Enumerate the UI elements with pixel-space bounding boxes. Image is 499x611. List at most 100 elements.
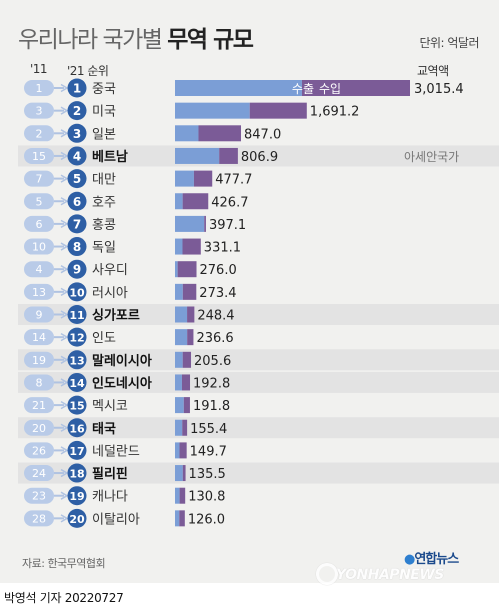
- rank-change-arrow-head: [60, 265, 69, 274]
- import-bar: [219, 147, 238, 164]
- total-value-label: 847.0: [244, 127, 281, 142]
- export-bar: [175, 147, 220, 164]
- rank-2011-badge: [24, 419, 54, 436]
- export-bar: [175, 510, 180, 527]
- total-value-label: 192.8: [193, 376, 230, 391]
- export-bar: [175, 487, 180, 504]
- rank-change-arrow-head: [60, 491, 69, 500]
- export-bar: [175, 397, 184, 414]
- rank-2011-badge: [24, 465, 54, 482]
- rank-2011-label: 19: [32, 354, 46, 367]
- country-label: 인도네시아: [92, 375, 152, 391]
- total-value-label: 135.5: [189, 467, 226, 482]
- rank-change-arrow-head: [60, 151, 69, 161]
- rank-2011-badge: [24, 261, 54, 278]
- import-bar: [179, 487, 186, 504]
- rank-2021-badge: [67, 191, 87, 211]
- rank-2021-label: 9: [73, 263, 81, 277]
- column-header-2021: '21 순위: [67, 64, 109, 78]
- rank-2021-label: 11: [69, 309, 84, 322]
- country-label: 이탈리아: [92, 512, 140, 527]
- country-label: 호주: [92, 195, 116, 210]
- rank-2021-badge: [67, 395, 87, 415]
- country-label: 사우디: [92, 263, 128, 278]
- country-label: 싱가포르: [92, 309, 140, 324]
- rank-2021-badge: [67, 123, 87, 143]
- import-bar: [182, 351, 192, 368]
- rank-2021-badge: [67, 169, 87, 189]
- import-bar: [187, 306, 195, 323]
- rank-2011-badge: [24, 374, 54, 391]
- export-bar: [175, 442, 180, 459]
- total-value-label: 205.6: [194, 354, 231, 369]
- country-label: 홍콩: [92, 218, 116, 233]
- total-value-label: 248.4: [197, 309, 234, 324]
- rank-2021-label: 20: [69, 513, 85, 526]
- export-bar: [175, 374, 182, 391]
- asean-annotation: 아세안국가: [404, 150, 459, 164]
- rank-2011-badge: [24, 147, 54, 164]
- total-value-label: 331.1: [204, 241, 241, 256]
- total-value-label: 273.4: [199, 286, 236, 301]
- total-value-label: 126.0: [188, 512, 225, 527]
- rank-change-arrow-head: [60, 355, 69, 364]
- rank-2021-badge: [67, 259, 87, 279]
- country-label: 태국: [92, 422, 116, 437]
- rank-2021-label: 1: [73, 82, 81, 96]
- rank-2021-badge: [67, 372, 87, 392]
- legend-import-label: 수입: [319, 82, 341, 96]
- rank-2011-badge: [24, 125, 54, 142]
- import-bar: [193, 170, 213, 187]
- unit-label: 단위: 억달러: [419, 36, 479, 50]
- total-value-label: 236.6: [196, 331, 233, 346]
- rank-2011-badge: [24, 80, 54, 96]
- rank-2021-badge: [67, 282, 87, 302]
- rank-2021-label: 8: [73, 240, 81, 254]
- rank-2011-label: 23: [32, 490, 46, 503]
- total-value-label: 155.4: [190, 422, 227, 437]
- rank-change-arrow-head: [60, 287, 69, 296]
- source-note: 자료: 한국무역협회: [22, 557, 106, 570]
- import-bar: [177, 261, 197, 278]
- rank-2011-label: 1: [36, 82, 43, 95]
- total-value-label: 3,015.4: [414, 82, 464, 97]
- chart-title: 우리나라 국가별 무역 규모: [18, 20, 254, 54]
- rank-2021-badge: [67, 463, 87, 483]
- rank-2011-badge: [24, 351, 54, 368]
- total-value-label: 426.7: [211, 195, 248, 210]
- export-bar: [175, 419, 183, 436]
- export-bar: [175, 283, 183, 300]
- import-bar: [187, 329, 194, 346]
- rank-2011-label: 9: [36, 309, 43, 322]
- total-value-label: 477.7: [215, 173, 252, 188]
- import-bar: [249, 102, 307, 119]
- country-label: 베트남: [92, 149, 128, 165]
- rank-2011-label: 28: [32, 512, 46, 525]
- total-value-label: 397.1: [209, 218, 246, 233]
- import-bar: [301, 80, 410, 96]
- rank-2021-label: 6: [73, 195, 81, 209]
- asean-row-highlight: [18, 462, 499, 484]
- rank-change-arrow-head: [60, 514, 69, 523]
- rank-change-arrow-head: [60, 468, 69, 478]
- import-bar: [182, 238, 201, 255]
- rank-2011-label: 3: [36, 105, 43, 118]
- rank-2011-label: 8: [36, 376, 43, 389]
- yonhap-watermark-icon: [316, 563, 338, 585]
- export-bar: [175, 193, 183, 210]
- country-label: 독일: [92, 241, 116, 256]
- import-bar: [204, 215, 206, 232]
- rank-2021-label: 18: [69, 468, 84, 481]
- rank-2021-label: 15: [69, 400, 84, 413]
- rank-change-arrow-head: [60, 400, 69, 410]
- asean-row-highlight: [18, 304, 499, 325]
- yonhap-logo-kr: ●연합뉴스: [404, 552, 459, 567]
- country-label: 네덜란드: [92, 444, 140, 459]
- rank-2021-badge: [67, 146, 87, 166]
- rank-2011-label: 6: [36, 218, 43, 231]
- rank-2011-badge: [24, 102, 54, 119]
- total-value-label: 130.8: [188, 490, 225, 505]
- rank-2021-badge: [67, 418, 87, 438]
- rank-2011-label: 24: [32, 467, 46, 480]
- total-value-label: 149.7: [190, 444, 227, 459]
